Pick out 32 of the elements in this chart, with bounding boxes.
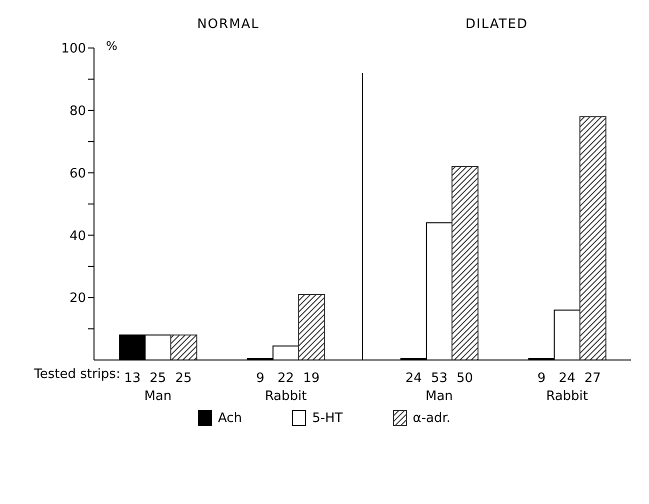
x-tick-label: 13 (124, 371, 141, 386)
x-tick-label: 27 (584, 371, 601, 386)
text: Rabbit (546, 389, 588, 404)
bar (298, 294, 326, 360)
x-tick-label: 25 (150, 371, 166, 386)
bar (579, 116, 606, 360)
x-tick-label: 9 (537, 371, 546, 386)
x-tick-label: 19 (303, 371, 320, 386)
x-tick-label: 24 (558, 371, 576, 386)
bar (170, 334, 198, 360)
y-tick-label: 80 (69, 104, 86, 120)
legend-label: α-adr. (412, 410, 451, 426)
x-tick-label: 9 (256, 371, 264, 386)
text: Rabbit (264, 389, 307, 404)
x-tick-label: 24 (405, 371, 422, 386)
legend-label: 5-HT (312, 410, 343, 426)
y-tick-label: 100 (61, 42, 86, 57)
legend-label: Ach (218, 410, 242, 426)
x-tick-label: 25 (175, 371, 192, 386)
text: DILATED (466, 17, 528, 32)
text: Man (426, 389, 453, 404)
text: NORMAL (197, 17, 260, 32)
y-tick-label: 40 (69, 228, 86, 244)
text: Man (144, 389, 172, 404)
y-tick-label: 60 (69, 166, 86, 182)
y-tick-label: 20 (69, 291, 86, 306)
y-axis-title: % (106, 39, 118, 53)
x-tick-label: 22 (278, 371, 294, 386)
x-tick-label: 53 (430, 371, 448, 386)
text: Tested strips: (33, 367, 120, 382)
x-tick-label: 50 (456, 371, 474, 386)
bar (452, 166, 478, 360)
